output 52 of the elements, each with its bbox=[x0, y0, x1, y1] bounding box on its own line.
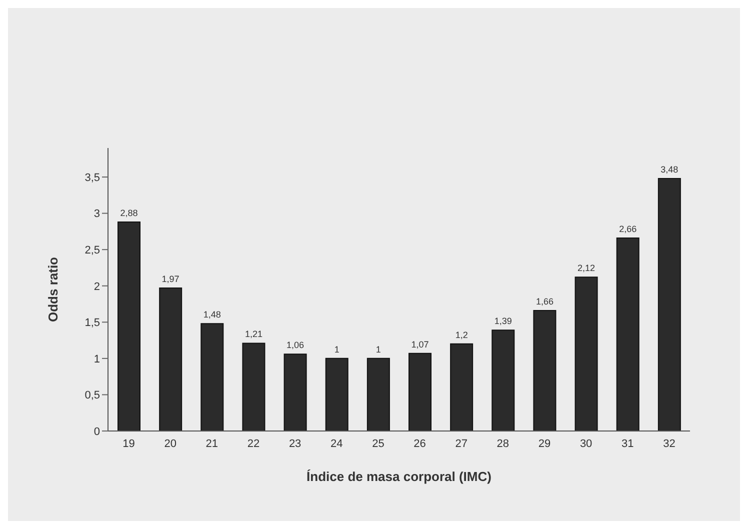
data-label: 3,48 bbox=[660, 164, 678, 174]
bar bbox=[658, 178, 681, 431]
bar bbox=[492, 330, 515, 431]
data-label: 1,48 bbox=[203, 310, 221, 320]
x-tick-label: 21 bbox=[206, 438, 218, 450]
bar bbox=[284, 354, 307, 431]
y-tick-label: 1 bbox=[94, 353, 100, 366]
x-tick-label: 26 bbox=[414, 438, 426, 450]
y-tick-label: 2,5 bbox=[84, 244, 100, 256]
bar bbox=[533, 310, 556, 431]
x-tick-label: 29 bbox=[538, 438, 551, 450]
x-tick-label: 22 bbox=[247, 438, 260, 450]
y-tick-label: 0 bbox=[94, 426, 100, 438]
bar bbox=[200, 323, 224, 431]
data-label: 1,97 bbox=[162, 274, 180, 284]
x-tick-label: 20 bbox=[164, 438, 176, 450]
y-tick-label: 3 bbox=[94, 208, 100, 220]
data-label: 1,66 bbox=[536, 296, 554, 307]
x-tick-label: 19 bbox=[122, 438, 135, 450]
y-tick-label: 1,5 bbox=[84, 317, 100, 330]
y-tick-label: 3,5 bbox=[84, 172, 100, 184]
bar bbox=[450, 343, 474, 431]
data-label: 2,12 bbox=[578, 263, 596, 274]
y-axis-title: Odds ratio bbox=[46, 256, 61, 322]
x-tick-label: 24 bbox=[330, 438, 343, 450]
bar bbox=[616, 237, 640, 431]
data-label: 1,06 bbox=[286, 340, 304, 350]
data-label: 1,2 bbox=[455, 330, 468, 340]
bar bbox=[159, 288, 182, 431]
bar bbox=[574, 276, 598, 431]
data-label: 1 bbox=[376, 344, 381, 354]
data-label: 1,21 bbox=[244, 329, 262, 340]
data-label: 2,66 bbox=[619, 224, 637, 234]
data-label: 2,88 bbox=[120, 208, 138, 218]
y-tick-label: 0,5 bbox=[84, 390, 100, 402]
x-axis-title: Índice de masa corporal (IMC) bbox=[306, 469, 492, 484]
data-label: 1 bbox=[334, 344, 340, 354]
x-tick-label: 30 bbox=[580, 438, 592, 450]
x-tick-label: 32 bbox=[663, 438, 676, 450]
x-tick-label: 25 bbox=[372, 438, 384, 450]
bar bbox=[242, 342, 266, 431]
data-label: 1,07 bbox=[411, 339, 429, 350]
y-tick-label: 2 bbox=[94, 280, 100, 293]
x-tick-label: 31 bbox=[622, 438, 634, 450]
bar bbox=[408, 352, 432, 431]
bar bbox=[325, 358, 348, 431]
x-tick-label: 28 bbox=[496, 438, 510, 450]
x-tick-label: 23 bbox=[288, 438, 302, 450]
bar bbox=[118, 222, 140, 431]
x-tick-label: 27 bbox=[455, 438, 468, 450]
data-label: 1,39 bbox=[494, 316, 512, 326]
bar bbox=[366, 358, 390, 431]
